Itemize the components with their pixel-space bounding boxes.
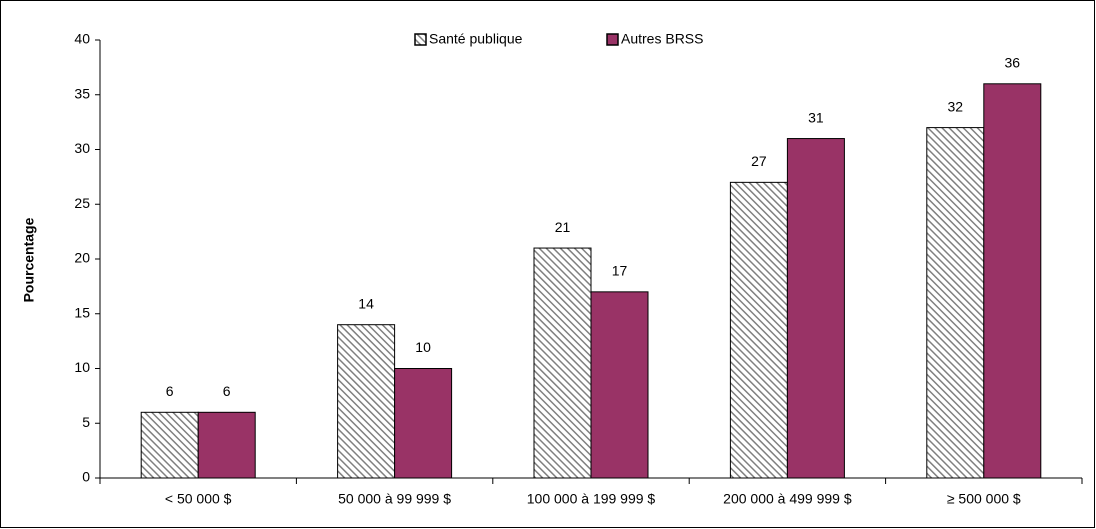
y-axis-label: Pourcentage [21, 217, 37, 302]
x-tick-label: 50 000 à 99 999 $ [338, 491, 451, 507]
y-tick-label: 10 [74, 359, 90, 375]
x-tick-label: 200 000 à 499 999 $ [723, 491, 852, 507]
x-tick-label: ≥ 500 000 $ [947, 491, 1021, 507]
y-tick-label: 15 [74, 304, 90, 320]
data-label: 6 [166, 383, 174, 399]
data-label: 31 [808, 109, 824, 125]
bar [786, 138, 845, 479]
data-label: 14 [358, 295, 374, 311]
y-tick-label: 5 [82, 414, 90, 430]
legend-label: Santé publique [429, 31, 523, 47]
bar [983, 83, 1042, 479]
bar [337, 324, 396, 479]
y-tick-label: 25 [74, 195, 90, 211]
bar [140, 411, 199, 479]
bar [729, 181, 788, 479]
bar [394, 368, 453, 479]
data-label: 17 [612, 263, 628, 279]
y-tick-label: 0 [82, 469, 90, 485]
data-label: 32 [948, 98, 964, 114]
data-label: 27 [751, 153, 767, 169]
x-tick-label: 100 000 à 199 999 $ [527, 491, 656, 507]
bar [533, 247, 592, 479]
y-tick-label: 20 [74, 250, 90, 266]
data-label: 36 [1005, 55, 1021, 71]
legend-swatch [414, 33, 427, 46]
y-tick-label: 35 [74, 85, 90, 101]
bar [926, 127, 985, 479]
data-label: 6 [223, 383, 231, 399]
data-label: 10 [415, 339, 431, 355]
data-label: 21 [555, 219, 571, 235]
y-tick-label: 30 [74, 140, 90, 156]
y-tick-label: 40 [74, 31, 90, 47]
bar [590, 291, 649, 479]
legend-swatch [606, 33, 619, 46]
bar [197, 411, 256, 479]
x-tick-label: < 50 000 $ [165, 491, 232, 507]
legend-label: Autres BRSS [621, 31, 703, 47]
